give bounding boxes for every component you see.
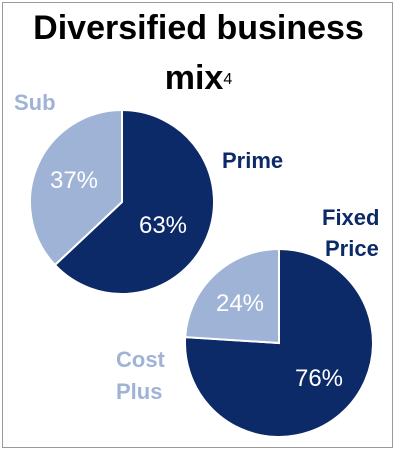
chart-title-mix: mix <box>164 59 224 97</box>
title-footnote: 4 <box>223 71 233 88</box>
slice-prime <box>53 108 215 295</box>
slice-fixed-price <box>184 247 374 438</box>
category-label-fixed: Fixed <box>322 205 379 230</box>
category-label-cost: Cost <box>116 347 166 372</box>
value-label-sub: 37% <box>50 167 98 194</box>
value-label-fixed-price: 76% <box>295 365 343 392</box>
value-label-cost-plus: 24% <box>216 290 264 317</box>
chart-title-line1: Diversified business <box>33 9 364 47</box>
slice-cost-plus <box>184 247 280 345</box>
slice-sub <box>29 108 123 267</box>
pie-chart-fixed-cost: 76% 24% Fixed Price Cost Plus <box>116 205 379 438</box>
category-label-sub: Sub <box>14 90 56 115</box>
chart-title-line2: mix4 <box>0 58 397 98</box>
value-label-prime: 63% <box>139 212 187 239</box>
category-label-prime: Prime <box>222 148 283 173</box>
pie-chart-prime-sub: 63% 37% Sub Prime <box>14 90 283 295</box>
category-label-price: Price <box>325 236 379 261</box>
category-label-plus: Plus <box>116 379 162 404</box>
